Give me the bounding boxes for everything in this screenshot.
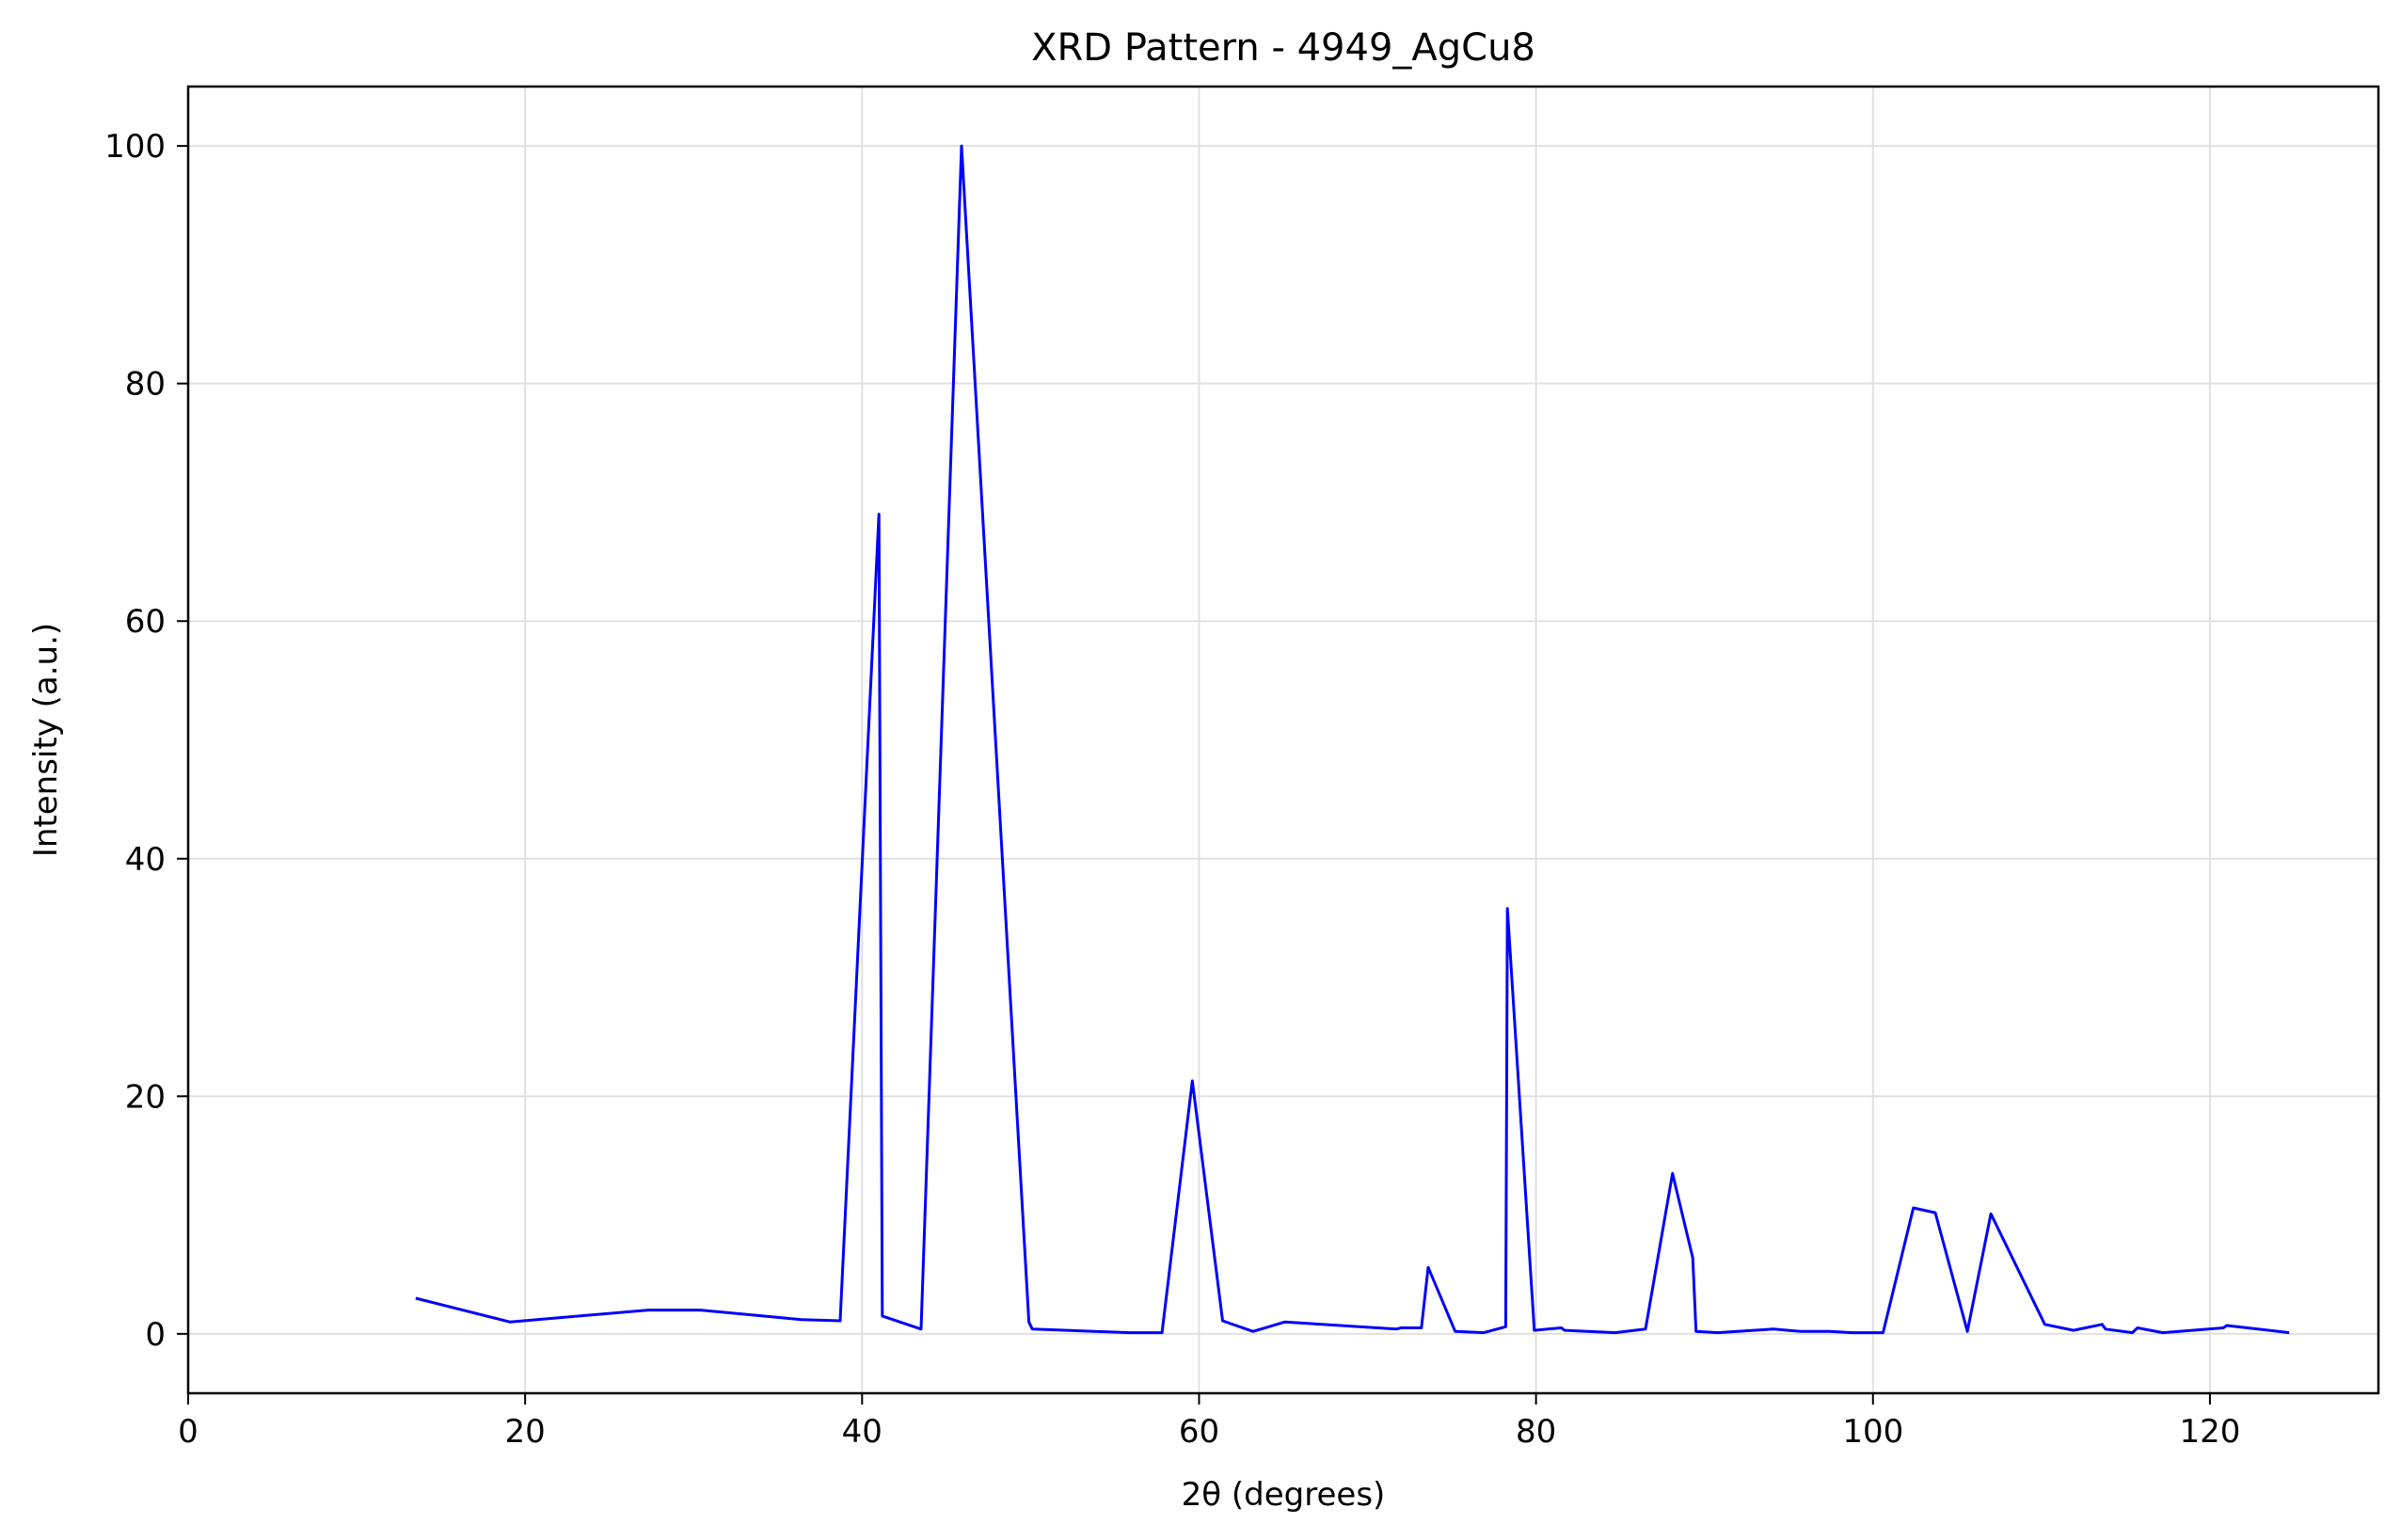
- x-axis-title: 2θ (degrees): [1182, 1476, 1386, 1514]
- y-tick-label: 60: [125, 603, 166, 641]
- series-layer: [415, 144, 2290, 1335]
- y-tick-label: 0: [145, 1316, 166, 1354]
- x-tick-label: 0: [178, 1413, 199, 1451]
- x-tick-label: 60: [1179, 1413, 1219, 1451]
- y-tick-label: 20: [125, 1078, 166, 1116]
- grid-lines: [187, 87, 2378, 1393]
- y-tick-label: 80: [125, 366, 166, 404]
- x-tick-label: 40: [842, 1413, 882, 1451]
- x-tick-label: 100: [1842, 1413, 1903, 1451]
- plot-area-frame: [186, 85, 2380, 1395]
- x-tick-label: 80: [1516, 1413, 1556, 1451]
- y-axis-ticks: 0 20 40 60 80 100: [104, 128, 188, 1354]
- y-tick-label: 100: [104, 128, 166, 166]
- chart-title: XRD Pattern - 4949_AgCu8: [1031, 26, 1535, 70]
- x-tick-label: 120: [2179, 1413, 2240, 1451]
- x-axis-ticks: 0 20 40 60 80 100 120: [178, 1393, 2240, 1451]
- y-tick-label: 40: [125, 841, 166, 879]
- y-axis-title: Intensity (a.u.): [27, 623, 65, 857]
- series-line: [415, 144, 2290, 1335]
- x-tick-label: 20: [505, 1413, 546, 1451]
